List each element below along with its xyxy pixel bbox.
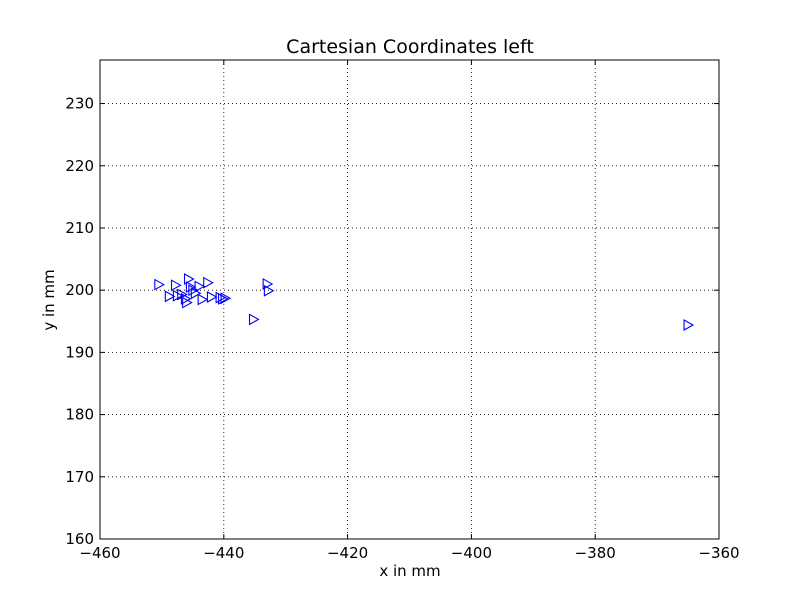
plot-background bbox=[100, 60, 719, 539]
y-tick-label: 220 bbox=[65, 157, 94, 175]
y-axis-label: y in mm bbox=[40, 269, 58, 330]
data-point bbox=[182, 296, 193, 309]
x-axis-label: x in mm bbox=[379, 562, 440, 580]
x-tick-label: −400 bbox=[451, 544, 492, 562]
axis-ticks: −460 −440 −420 −400 −380 −360 160 170 180 190 200 2… bbox=[65, 60, 740, 562]
data-point bbox=[194, 280, 206, 293]
x-tick-label: −460 bbox=[79, 544, 120, 562]
x-tick-label: −380 bbox=[575, 544, 616, 562]
y-tick-label: 230 bbox=[65, 95, 94, 113]
data-point bbox=[248, 313, 260, 326]
data-point bbox=[197, 293, 209, 306]
data-point bbox=[170, 279, 182, 292]
x-tick-label: −440 bbox=[203, 544, 244, 562]
x-tick-label: −420 bbox=[327, 544, 368, 562]
y-tick-label: 180 bbox=[65, 406, 94, 424]
data-points bbox=[154, 273, 695, 331]
y-tick-label: 170 bbox=[65, 468, 94, 486]
data-point bbox=[164, 290, 176, 303]
data-point bbox=[218, 292, 229, 305]
data-point bbox=[206, 291, 218, 303]
y-tick-label: 190 bbox=[65, 343, 94, 361]
y-tick-label: 160 bbox=[65, 530, 94, 548]
data-point bbox=[263, 284, 275, 297]
y-tick-label: 200 bbox=[65, 281, 94, 299]
x-tick-label: −360 bbox=[698, 544, 739, 562]
data-point bbox=[220, 292, 232, 305]
data-point bbox=[262, 278, 274, 290]
data-point bbox=[154, 278, 165, 291]
data-point bbox=[203, 276, 214, 289]
data-point bbox=[683, 319, 695, 331]
chart-title: Cartesian Coordinates left bbox=[286, 36, 534, 58]
y-tick-label: 210 bbox=[65, 219, 94, 237]
plot-frame bbox=[99, 59, 720, 540]
data-point bbox=[180, 292, 192, 305]
data-point bbox=[188, 284, 199, 297]
data-point bbox=[183, 273, 195, 285]
